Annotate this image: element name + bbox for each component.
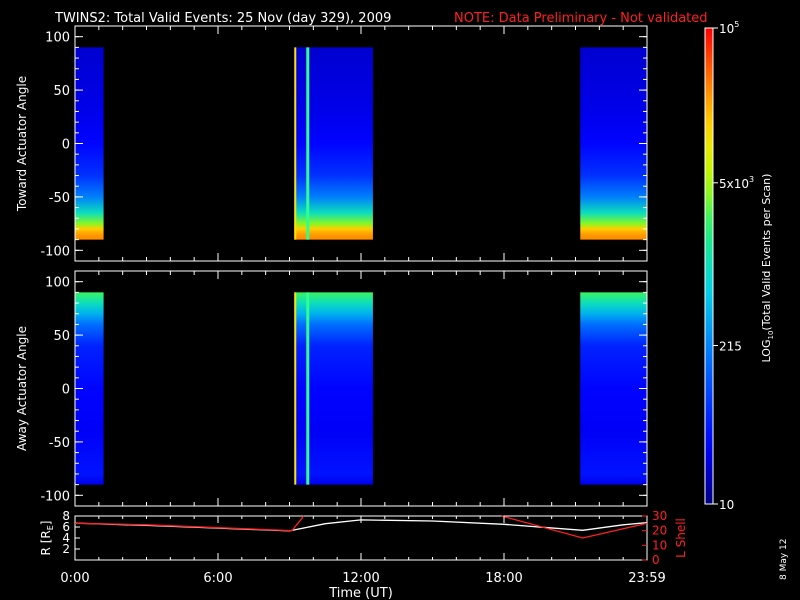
y-right-tick-label: 20	[652, 524, 667, 538]
y-tick-label: 100	[45, 31, 70, 46]
data-block	[580, 47, 647, 240]
x-tick-label: 6:00	[203, 571, 232, 586]
y-tick-label: 0	[62, 383, 70, 398]
colorbar-tick-label: 215	[719, 339, 742, 353]
y-tick-label: 100	[45, 276, 70, 291]
colorbar-tick-label: 10	[719, 498, 734, 512]
plot-title: TWINS2: Total Valid Events: 25 Nov (day …	[54, 11, 391, 26]
radius-axis-label: R [RE]	[39, 521, 55, 556]
streak	[306, 47, 310, 240]
y-tick-label: 50	[53, 329, 70, 344]
streak	[306, 292, 310, 485]
lshell-axis-label: L Shell	[674, 518, 688, 558]
streak	[294, 292, 297, 485]
lshell-line	[501, 515, 648, 539]
y-tick-label: -50	[49, 436, 70, 451]
y-tick-label: -100	[40, 489, 70, 504]
y-right-tick-label: 0	[652, 553, 660, 567]
y-tick-label: -100	[40, 244, 70, 259]
colorbar-gradient	[704, 27, 714, 505]
y-right-tick-label: 30	[652, 509, 667, 523]
x-tick-label: 23:59	[628, 571, 665, 586]
y-tick-label: 6	[62, 520, 70, 534]
y-right-tick-label: 10	[652, 538, 667, 552]
x-tick-label: 12:00	[342, 571, 379, 586]
lshell-line	[74, 515, 305, 532]
data-block	[294, 47, 373, 240]
data-block	[294, 292, 373, 485]
x-tick-label: 0:00	[60, 571, 89, 586]
y-tick-label: 0	[62, 138, 70, 153]
x-axis-label: Time (UT)	[328, 586, 393, 600]
colorbar-tick-label: 5x103	[719, 175, 754, 191]
y-tick-label: 4	[62, 531, 70, 545]
preliminary-note: NOTE: Data Preliminary - Not validated	[454, 11, 708, 26]
date-stamp: 8 May 12	[779, 538, 789, 580]
away-panel: 100 50 0 -50 -100 Away Actuator Angle	[15, 270, 648, 507]
y-axis-label: Away Actuator Angle	[15, 326, 29, 451]
y-axis-label: Toward Actuator Angle	[15, 76, 29, 212]
toward-panel: 100 50 0 -50 -100 Toward Actuator Angle	[15, 25, 648, 262]
colorbar-tick-label: 105	[719, 20, 739, 36]
data-block	[580, 292, 647, 485]
streak	[294, 47, 297, 240]
y-tick-label: 2	[62, 542, 70, 556]
y-tick-label: -50	[49, 191, 70, 206]
x-tick-label: 18:00	[485, 571, 522, 586]
colorbar: 105 5x103 215 10 LOG10(Total Valid Events pe…	[704, 20, 775, 512]
colorbar-label: LOG10(Total Valid Events per Scan)	[760, 174, 775, 363]
y-tick-label: 8	[62, 509, 70, 523]
y-tick-label: 50	[53, 84, 70, 99]
